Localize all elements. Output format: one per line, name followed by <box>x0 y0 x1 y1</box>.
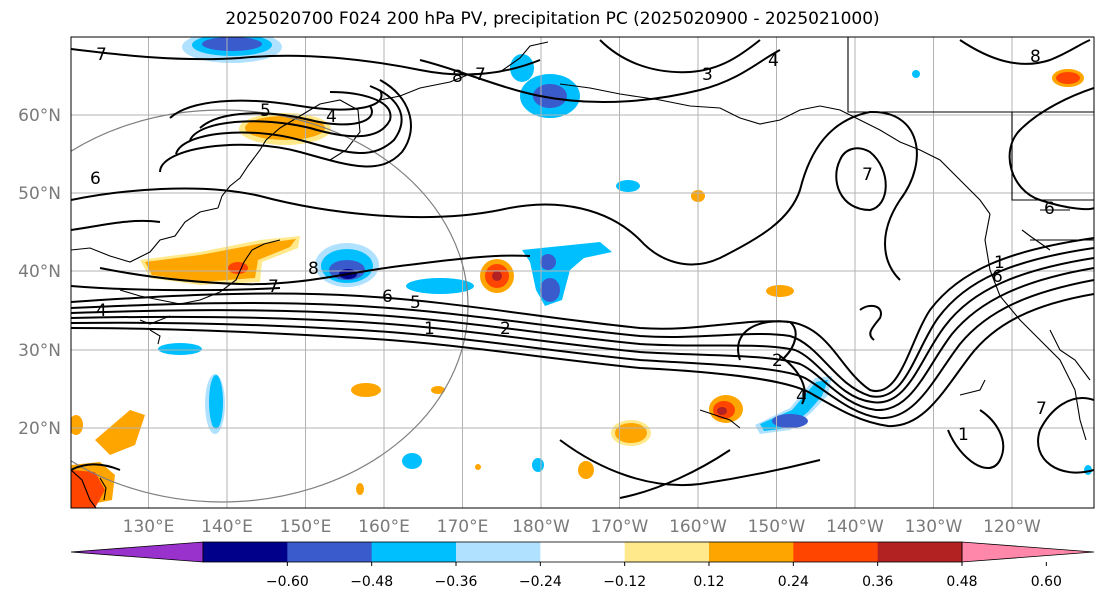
contour-label: 7 <box>475 65 486 85</box>
lon-label: 160°E <box>358 517 410 537</box>
contour-label: 6 <box>992 267 1003 287</box>
colorbar-box <box>371 542 457 562</box>
colorbar-tick-label: 0.12 <box>693 574 724 590</box>
lon-label: 160°W <box>669 517 727 537</box>
colorbar-tick-label: −0.48 <box>350 574 393 590</box>
lat-label: 60°N <box>18 106 61 126</box>
colorbar-tick-label: −0.36 <box>435 574 478 590</box>
lon-label: 150°E <box>280 517 332 537</box>
contour-label: 6 <box>90 169 101 189</box>
lat-label: 20°N <box>18 419 61 439</box>
colorbar-box <box>287 542 373 562</box>
contour-label: 7 <box>268 277 279 297</box>
colorbar-box <box>456 542 541 562</box>
lon-label: 170°W <box>591 517 649 537</box>
contour-label: 7 <box>862 165 873 185</box>
colorbar-extend-high <box>961 541 1095 563</box>
figure-title: 2025020700 F024 200 hPa PV, precipitatio… <box>225 9 880 29</box>
contour-label: 4 <box>326 107 337 127</box>
contour-label: 6 <box>382 287 393 307</box>
contour-label: 8 <box>1030 47 1041 67</box>
contour-label: 8 <box>308 259 319 279</box>
lat-labels: 60°N 50°N 40°N 30°N 20°N <box>18 106 61 439</box>
contour-label: 6 <box>1044 199 1055 219</box>
colorbar-box <box>540 542 626 562</box>
lat-label: 40°N <box>18 262 61 282</box>
colorbar-extend-low <box>70 541 204 563</box>
contour-label: 4 <box>96 301 107 321</box>
colorbar-tick-label: 0.24 <box>778 574 809 590</box>
contour-label: 2 <box>500 319 511 339</box>
contour-label: 4 <box>796 387 807 407</box>
coastlines <box>71 37 1094 508</box>
contour-label: 2 <box>772 351 783 371</box>
colorbar-tick-label: 0.36 <box>862 574 893 590</box>
colorbar-box <box>709 542 794 562</box>
lon-label: 120°W <box>983 517 1041 537</box>
lon-label: 180°W <box>512 517 570 537</box>
colorbar: −0.60 −0.48 −0.36 −0.24 −0.12 0.12 0.24 0.36 0.4… <box>70 541 1095 590</box>
colorbar-box <box>624 542 710 562</box>
colorbar-tick-label: 0.48 <box>946 574 977 590</box>
colorbar-box <box>793 542 879 562</box>
lon-label: 170°E <box>437 517 489 537</box>
contour-labels: 7 8 7 3 4 8 5 4 6 6 4 7 8 6 5 1 2 2 4 7 … <box>90 45 1055 445</box>
colorbar-frame <box>202 541 963 563</box>
lon-label: 140°W <box>826 517 884 537</box>
pv-contours <box>71 39 1094 499</box>
contour-label: 7 <box>96 45 107 65</box>
colorbar-box <box>203 542 288 562</box>
contour-label: 7 <box>1036 399 1047 419</box>
contour-label: 4 <box>768 51 779 71</box>
contour-label: 1 <box>994 253 1005 273</box>
contour-label: 1 <box>424 319 435 339</box>
contour-label: 3 <box>702 65 713 85</box>
lat-label: 30°N <box>18 341 61 361</box>
lon-labels: 130°E 140°E 150°E 160°E 170°E 180°W 170°… <box>123 517 1041 537</box>
colorbar-tick-label: 0.60 <box>1031 574 1062 590</box>
colorbar-tick-label: −0.60 <box>266 574 309 590</box>
map-frame <box>70 36 1095 509</box>
colorbar-box <box>877 542 963 562</box>
colorbar-tick-label: −0.24 <box>519 574 562 590</box>
lon-label: 150°W <box>748 517 806 537</box>
lon-label: 140°E <box>201 517 253 537</box>
contour-label: 5 <box>260 101 271 121</box>
contour-label: 8 <box>452 67 463 87</box>
colorbar-tick-label: −0.12 <box>603 574 646 590</box>
lat-label: 50°N <box>18 184 61 204</box>
contour-label: 5 <box>410 293 421 313</box>
contour-label: 1 <box>958 425 969 445</box>
lon-label: 130°E <box>123 517 175 537</box>
lon-label: 130°W <box>905 517 963 537</box>
